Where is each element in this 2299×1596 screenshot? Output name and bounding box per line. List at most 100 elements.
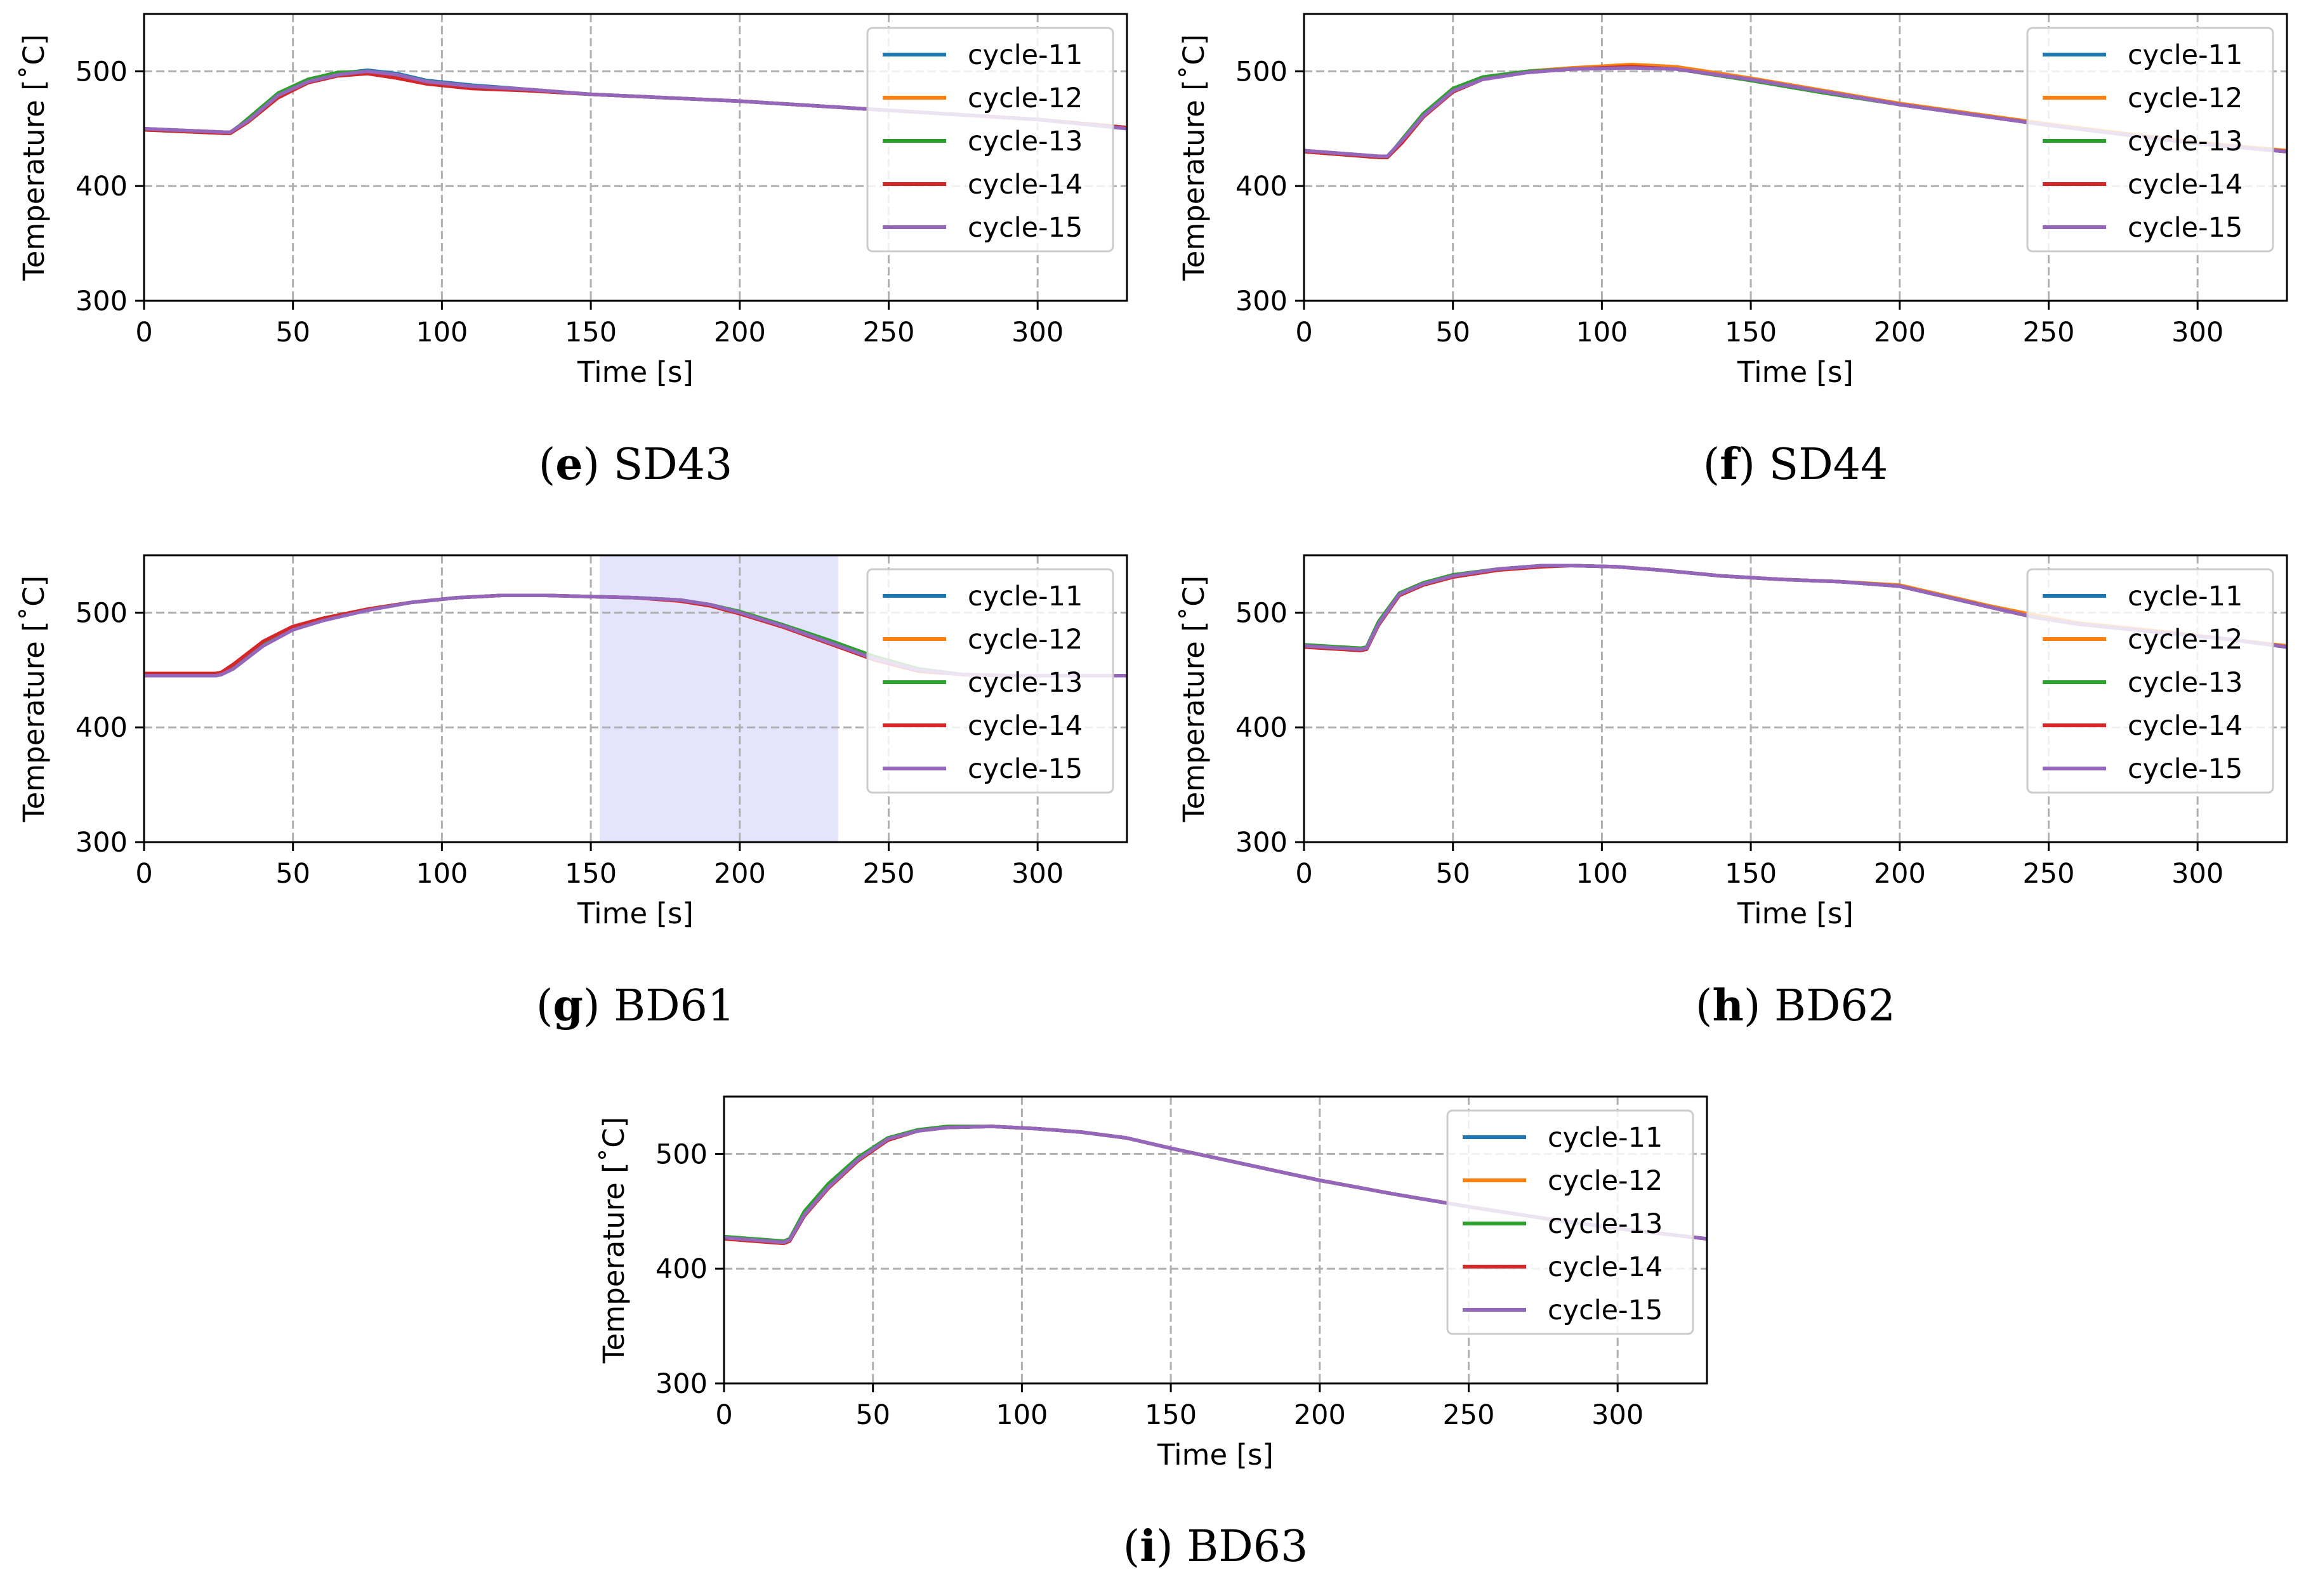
- x-axis-label: Time [s]: [1157, 1438, 1274, 1472]
- x-tick-label: 300: [1011, 858, 1064, 890]
- x-tick-label: 300: [1591, 1399, 1644, 1431]
- legend: cycle-11 cycle-12 cycle-13 cycle-14 cycle-15: [2026, 568, 2274, 794]
- legend-label-cycle-12: cycle-12: [1548, 1165, 1663, 1197]
- y-tick-label: 300: [1235, 286, 1288, 317]
- x-tick-label: 250: [1442, 1399, 1494, 1431]
- chart-caption: (h) BD62: [1696, 980, 1895, 1031]
- x-tick-label: 200: [1874, 858, 1926, 890]
- y-tick-label: 400: [1235, 171, 1288, 202]
- legend-label-cycle-14: cycle-14: [2128, 710, 2243, 742]
- caption-paren-open: (: [536, 981, 553, 1031]
- legend-label-cycle-15: cycle-15: [1548, 1295, 1663, 1326]
- x-tick-label: 200: [714, 317, 766, 348]
- x-tick-label: 300: [1011, 317, 1064, 348]
- legend-label-cycle-15: cycle-15: [2128, 212, 2243, 244]
- chart-caption: (i) BD63: [1123, 1521, 1308, 1572]
- y-tick-label: 500: [76, 56, 128, 88]
- legend-label-cycle-11: cycle-11: [1548, 1122, 1663, 1154]
- series-line-cycle-15: [724, 1124, 1707, 1244]
- series-group: [724, 1124, 1707, 1246]
- legend-label-cycle-12: cycle-12: [2128, 624, 2243, 656]
- x-tick-label: 150: [1725, 858, 1777, 890]
- chart-bd61: 0 50 100 150 200 250 300 300 400 500 Time [s] Tempe…: [17, 554, 1128, 1031]
- x-tick-label: 100: [1576, 858, 1628, 890]
- y-tick-label: 500: [76, 597, 128, 629]
- caption-paren-open: (: [1703, 440, 1720, 490]
- chart-caption: (f) SD44: [1703, 439, 1888, 490]
- chart-sd43: 0 50 100 150 200 250 300 300 400 500 Time [s] Tempe…: [17, 13, 1128, 490]
- legend-label-cycle-15: cycle-15: [968, 753, 1083, 785]
- plot-frame: [143, 554, 1128, 843]
- legend-label-cycle-13: cycle-13: [968, 667, 1083, 699]
- x-axis-label: Time [s]: [577, 355, 694, 389]
- x-tick-label: 50: [1435, 317, 1470, 348]
- plot-frame: [1303, 554, 2288, 843]
- y-axis-label: Temperature [˚C]: [17, 576, 51, 822]
- caption-paren-close: ): [583, 981, 614, 1031]
- caption-letter: f: [1720, 439, 1741, 490]
- legend-box: [2026, 568, 2274, 794]
- x-tick-label: 300: [2171, 317, 2223, 348]
- legend: cycle-11 cycle-12 cycle-13 cycle-14 cycle-15: [2026, 27, 2274, 253]
- y-axis-label: Temperature [˚C]: [1177, 576, 1211, 822]
- x-tick-label: 300: [2171, 858, 2223, 890]
- plot-frame: [723, 1095, 1708, 1385]
- legend-box: [2026, 27, 2274, 253]
- caption-text: BD61: [614, 981, 735, 1031]
- caption-text: SD43: [614, 440, 733, 490]
- legend-label-cycle-13: cycle-13: [1548, 1208, 1663, 1240]
- y-tick-label: 400: [655, 1253, 708, 1285]
- x-tick-label: 200: [1294, 1399, 1346, 1431]
- chart-caption: (e) SD43: [539, 439, 733, 490]
- chart-bd63: 0 50 100 150 200 250 300 300 400 500 Time [s] Tempe…: [597, 1095, 1708, 1572]
- y-axis-label: Temperature [˚C]: [17, 34, 51, 281]
- legend-label-cycle-13: cycle-13: [968, 126, 1083, 157]
- y-tick-label: 300: [655, 1368, 708, 1400]
- caption-paren-close: ): [583, 440, 614, 490]
- plot-frame: [143, 13, 1128, 302]
- caption-letter: g: [553, 980, 583, 1031]
- x-tick-label: 150: [1725, 317, 1777, 348]
- legend: cycle-11 cycle-12 cycle-13 cycle-14 cycle-15: [1446, 1109, 1694, 1335]
- x-tick-label: 150: [565, 858, 617, 890]
- chart-sd44: 0 50 100 150 200 250 300 300 400 500 Time [s] Tempe…: [1177, 13, 2288, 490]
- caption-letter: i: [1140, 1521, 1156, 1572]
- legend-box: [866, 27, 1114, 253]
- x-tick-label: 200: [1874, 317, 1926, 348]
- x-tick-label: 0: [1295, 317, 1312, 348]
- x-tick-label: 250: [2022, 858, 2074, 890]
- chart-bd62: 0 50 100 150 200 250 300 300 400 500 Time [s] Tempe…: [1177, 554, 2288, 1031]
- caption-paren-close: ): [1739, 440, 1769, 490]
- x-tick-label: 50: [275, 317, 310, 348]
- y-axis-label: Temperature [˚C]: [597, 1117, 631, 1364]
- x-axis-label: Time [s]: [577, 897, 694, 930]
- legend: cycle-11 cycle-12 cycle-13 cycle-14 cycle-15: [866, 27, 1114, 253]
- x-tick-label: 200: [714, 858, 766, 890]
- x-tick-label: 100: [416, 858, 468, 890]
- y-tick-label: 300: [76, 827, 128, 859]
- chart-caption: (g) BD61: [536, 980, 735, 1031]
- plot-frame: [1303, 13, 2288, 302]
- caption-text: SD44: [1769, 440, 1888, 490]
- legend-label-cycle-13: cycle-13: [2128, 667, 2243, 699]
- highlight-span: [600, 555, 838, 842]
- caption-paren-open: (: [1696, 981, 1713, 1031]
- caption-letter: h: [1712, 980, 1743, 1031]
- x-axis-label: Time [s]: [1737, 355, 1854, 389]
- legend-label-cycle-11: cycle-11: [2128, 581, 2243, 612]
- legend-label-cycle-12: cycle-12: [968, 624, 1083, 656]
- y-tick-label: 500: [655, 1138, 708, 1170]
- x-tick-label: 150: [1145, 1399, 1197, 1431]
- x-tick-label: 0: [135, 317, 152, 348]
- x-tick-label: 100: [416, 317, 468, 348]
- caption-letter: e: [555, 439, 583, 490]
- y-tick-label: 300: [1235, 827, 1288, 859]
- legend-label-cycle-15: cycle-15: [2128, 753, 2243, 785]
- x-tick-label: 150: [565, 317, 617, 348]
- y-tick-label: 400: [76, 171, 128, 202]
- x-tick-label: 250: [862, 317, 914, 348]
- x-tick-label: 100: [996, 1399, 1048, 1431]
- caption-paren-open: (: [539, 440, 556, 490]
- y-tick-label: 500: [1235, 597, 1288, 629]
